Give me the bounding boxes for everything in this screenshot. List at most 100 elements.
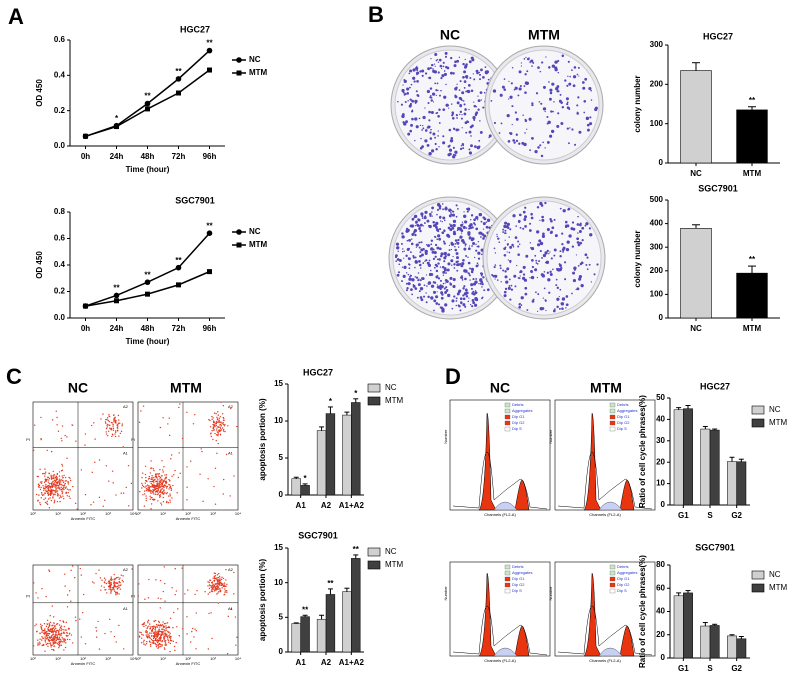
data-point (145, 292, 150, 297)
colony (462, 91, 464, 93)
event (155, 638, 156, 639)
event (141, 634, 142, 635)
colony (431, 215, 432, 216)
legend-swatch (752, 406, 764, 414)
significance: * (329, 397, 333, 406)
colony (463, 103, 465, 105)
event (192, 628, 193, 629)
legend-label: MTM (385, 560, 404, 569)
event (62, 475, 63, 476)
colony (521, 304, 522, 305)
event (85, 494, 86, 495)
colony (551, 226, 554, 229)
event (115, 582, 116, 583)
event (45, 635, 46, 636)
colony (517, 253, 520, 256)
y-tick-label: 10 (274, 416, 283, 425)
colony (480, 236, 482, 238)
event (162, 632, 163, 633)
colony (421, 215, 423, 217)
event (114, 433, 115, 434)
event (46, 626, 47, 627)
legend-label: Dip G1 (512, 576, 525, 581)
colony (425, 259, 427, 261)
event (47, 620, 48, 621)
event (48, 498, 49, 499)
event (212, 587, 213, 588)
legend-swatch (368, 397, 380, 405)
hist-x-label: Channels (FL2-A) (589, 512, 621, 517)
event (54, 484, 55, 485)
event (151, 475, 152, 476)
colony (514, 89, 516, 91)
event (37, 644, 38, 645)
event (155, 620, 156, 621)
legend-marker (237, 243, 242, 248)
colony (556, 298, 558, 300)
event (41, 628, 42, 629)
colony (420, 279, 422, 281)
colony (481, 99, 482, 100)
event (128, 505, 129, 506)
colony (529, 223, 531, 225)
event (42, 473, 43, 474)
colony (458, 246, 459, 247)
event (51, 645, 52, 646)
event (166, 629, 167, 630)
colony (436, 214, 438, 216)
event (104, 500, 105, 501)
event (218, 588, 219, 589)
colony (434, 137, 436, 139)
event (39, 641, 40, 642)
event (49, 637, 50, 638)
colony (438, 258, 441, 261)
x-tick-label: 96h (203, 324, 217, 333)
event (178, 477, 179, 478)
colony (411, 238, 412, 239)
event (179, 403, 180, 404)
colony (421, 129, 423, 131)
event (175, 594, 176, 595)
colony (545, 111, 546, 112)
colony (545, 310, 546, 311)
flow-tick: 10³ (210, 656, 216, 661)
event (163, 497, 164, 498)
event (53, 471, 54, 472)
colony (420, 296, 423, 299)
colony (419, 290, 421, 292)
colony (411, 84, 413, 86)
y-tick-label: 0.2 (54, 106, 66, 115)
event (224, 592, 225, 593)
event (97, 621, 98, 622)
colony (452, 72, 454, 74)
colony (567, 127, 569, 129)
event (216, 440, 217, 441)
event (61, 637, 62, 638)
event (169, 633, 170, 634)
colony (576, 112, 578, 114)
event (174, 646, 175, 647)
colony (408, 73, 410, 75)
colony (468, 301, 470, 303)
event (121, 431, 122, 432)
event (175, 642, 176, 643)
colony (519, 272, 520, 273)
event (138, 583, 139, 584)
colony (531, 276, 534, 279)
y-tick-label: 0 (661, 653, 666, 662)
event (49, 485, 50, 486)
colony (409, 105, 412, 108)
event (221, 429, 222, 430)
event (215, 423, 216, 424)
event (45, 498, 46, 499)
event (176, 626, 177, 627)
x-tick-label: A2 (321, 658, 332, 667)
colony (449, 282, 451, 284)
colony (551, 257, 553, 259)
colony (402, 248, 403, 249)
colony (414, 117, 417, 120)
event (160, 638, 161, 639)
y-tick-label: 5 (279, 453, 284, 462)
colony (561, 243, 563, 245)
bar (737, 110, 768, 163)
